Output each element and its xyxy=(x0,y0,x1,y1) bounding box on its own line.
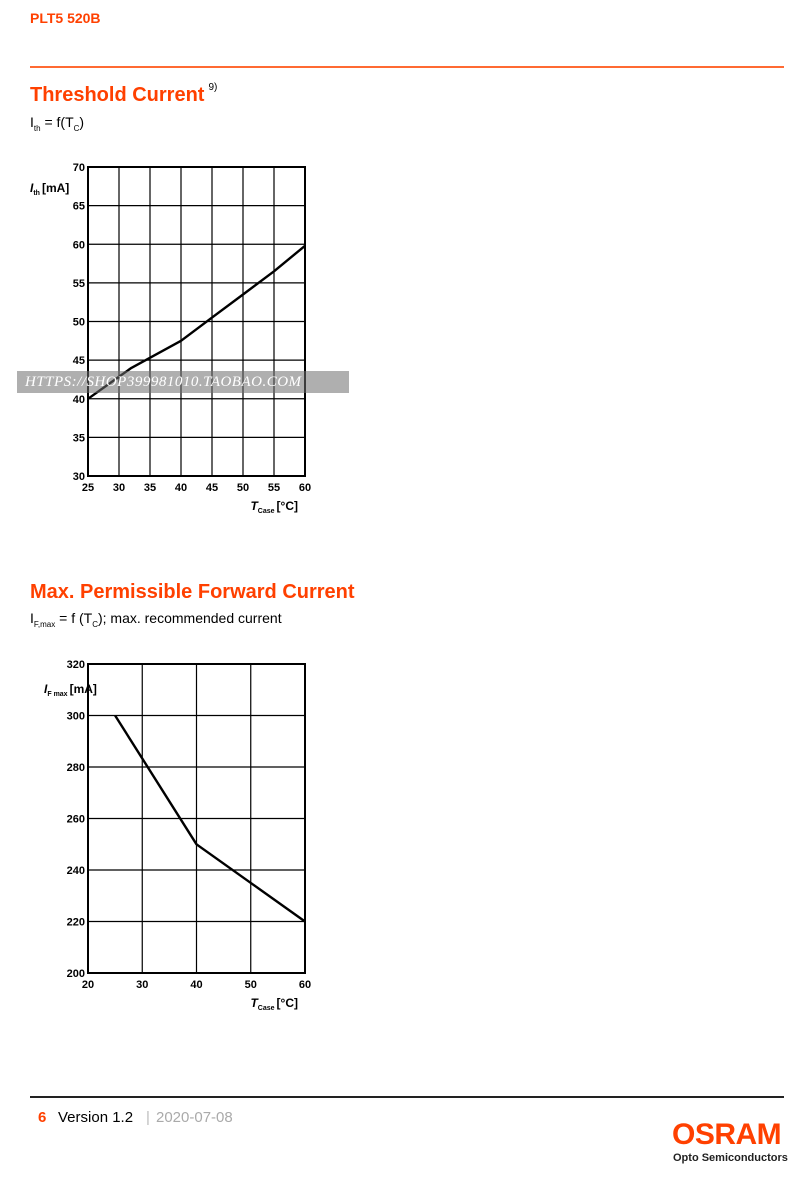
page-number: 6 xyxy=(38,1109,47,1126)
y-tick-label: 200 xyxy=(67,968,85,980)
y-tick-label: 40 xyxy=(73,394,85,406)
x-axis-label: TCase [°C] xyxy=(250,499,298,515)
y-axis-label: Ith [mA] xyxy=(30,181,69,197)
section-subtitle: Ith = f(TC) xyxy=(30,114,84,133)
y-tick-label: 260 xyxy=(67,814,85,826)
y-tick-label: 65 xyxy=(73,201,85,213)
subtitle-tail: ) xyxy=(79,114,85,130)
version-label: Version 1.2 xyxy=(58,1109,134,1126)
x-tick-label: 25 xyxy=(82,482,94,494)
y-axis-symbol: I xyxy=(44,682,48,696)
footer-rule xyxy=(30,1096,784,1098)
subtitle-subscript: C xyxy=(73,123,80,133)
x-axis-label: TCase [°C] xyxy=(250,996,298,1012)
y-tick-label: 280 xyxy=(67,762,85,774)
x-tick-label: 45 xyxy=(206,482,218,494)
footnote-marker: 9) xyxy=(208,82,218,93)
y-tick-label: 240 xyxy=(67,865,85,877)
series-line xyxy=(114,714,306,923)
x-axis-subscript: Case xyxy=(258,508,275,515)
release-date: 2020-07-08 xyxy=(156,1109,233,1126)
y-axis-subscript: F max xyxy=(47,691,67,698)
section-title-max-forward-current: Max. Permissible Forward Current xyxy=(30,581,355,603)
subtitle-tail: ); max. recommended current xyxy=(97,610,282,626)
chart-2: 20 30 40 50 60 200 220 240 260 280 300 320 IF max [mA… xyxy=(44,659,311,1012)
x-tick-label: 60 xyxy=(299,482,311,494)
plot-frame xyxy=(87,166,306,477)
y-axis-unit: [mA] xyxy=(70,682,97,696)
y-tick-label: 35 xyxy=(73,432,85,444)
subtitle-eq: = f (T xyxy=(55,610,93,626)
x-axis-subscript: Case xyxy=(258,1005,275,1012)
subtitle-symbol: I xyxy=(30,610,34,626)
x-tick-label: 50 xyxy=(237,482,249,494)
x-axis-unit: [°C] xyxy=(277,996,298,1010)
x-tick-label: 40 xyxy=(190,979,202,991)
header-rule xyxy=(30,66,784,68)
x-axis-symbol: T xyxy=(250,499,259,513)
y-tick-label: 45 xyxy=(73,355,85,367)
y-tick-label: 60 xyxy=(73,239,85,251)
section-title-threshold-current: Threshold Current 9) xyxy=(30,82,218,107)
watermark-banner: HTTPS://SHOP399981010.TAOBAO.COM xyxy=(17,371,349,393)
x-tick-label: 50 xyxy=(245,979,257,991)
document-id: PLT5 520B xyxy=(30,10,101,26)
x-tick-label: 35 xyxy=(144,482,156,494)
y-tick-label: 300 xyxy=(67,711,85,723)
y-axis-symbol: I xyxy=(30,181,34,195)
x-tick-label: 30 xyxy=(113,482,125,494)
x-tick-label: 40 xyxy=(175,482,187,494)
y-tick-label: 30 xyxy=(73,471,85,483)
subtitle-eq: = f(T xyxy=(40,114,74,130)
y-tick-label: 50 xyxy=(73,317,85,329)
x-axis-unit: [°C] xyxy=(277,499,298,513)
y-axis-subscript: th xyxy=(33,190,40,197)
y-tick-label: 70 xyxy=(73,162,85,174)
subtitle-subscript: th xyxy=(33,123,41,133)
y-tick-label: 220 xyxy=(67,917,85,929)
subtitle-symbol: I xyxy=(30,114,34,130)
logo-tagline: Opto Semiconductors xyxy=(673,1152,788,1164)
subtitle-subscript: C xyxy=(92,619,98,629)
footer-separator: | xyxy=(146,1109,150,1126)
x-tick-label: 30 xyxy=(136,979,148,991)
x-tick-label: 55 xyxy=(268,482,280,494)
y-axis-unit: [mA] xyxy=(42,181,69,195)
osram-logo: OSRAM xyxy=(672,1118,782,1151)
x-tick-label: 60 xyxy=(299,979,311,991)
subtitle-subscript: F,max xyxy=(33,619,56,629)
series-line xyxy=(87,244,306,400)
x-axis-symbol: T xyxy=(250,996,259,1010)
x-tick-label: 20 xyxy=(82,979,94,991)
y-axis-label: IF max [mA] xyxy=(44,682,97,698)
y-tick-label: 55 xyxy=(73,278,85,290)
section-title-text: Threshold Current xyxy=(30,84,205,106)
y-tick-label: 320 xyxy=(67,659,85,671)
plot-frame xyxy=(87,663,306,974)
section-subtitle: IF,max = f (TC); max. recommended curren… xyxy=(30,610,282,629)
